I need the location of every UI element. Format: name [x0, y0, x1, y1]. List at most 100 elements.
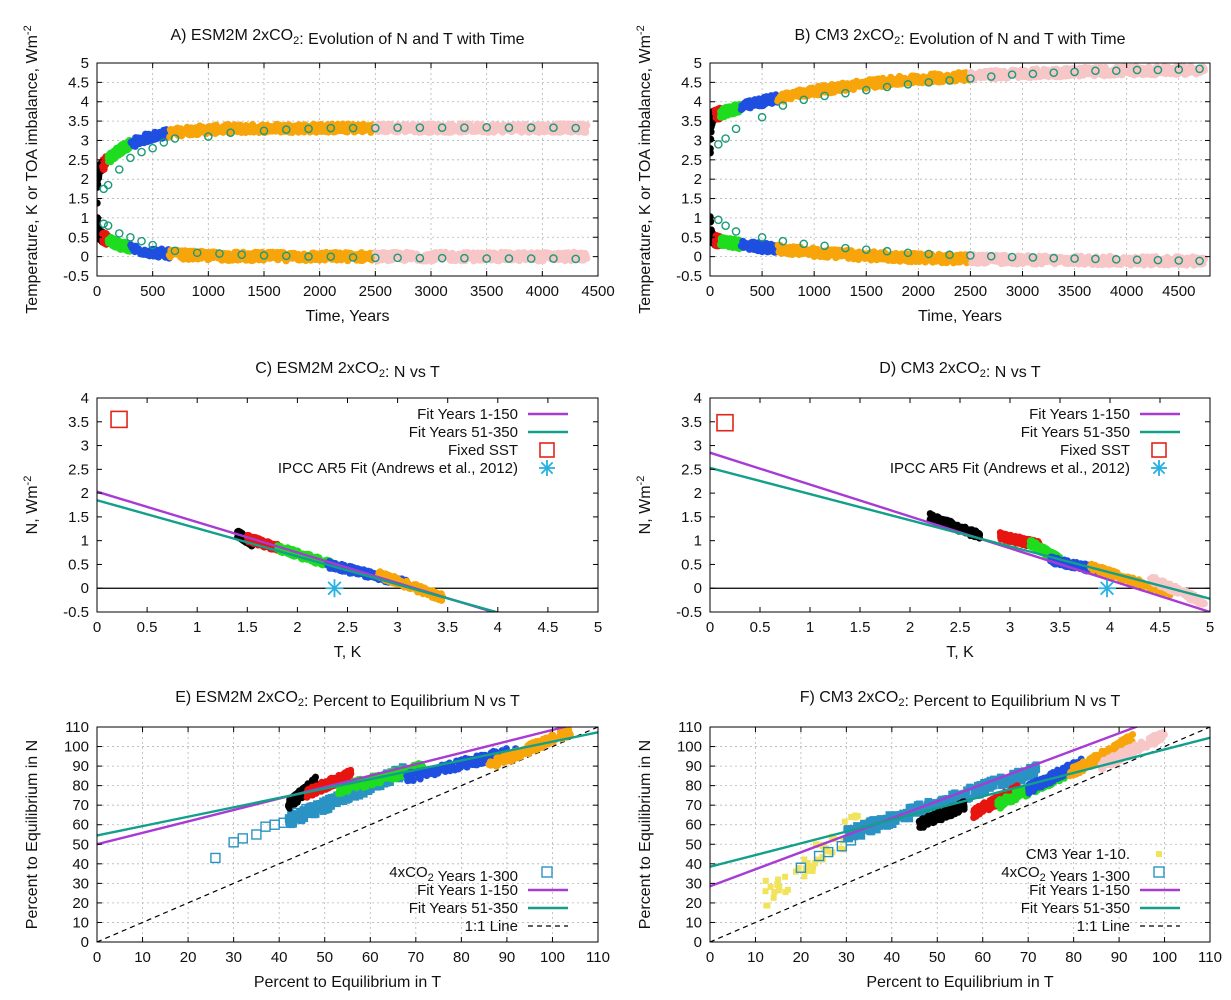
- mean-marker: [1070, 67, 1079, 77]
- mean-marker: [371, 123, 380, 133]
- mean-marker: [170, 246, 180, 256]
- mean-marker: [415, 253, 425, 263]
- y-tick-label: 5: [694, 55, 702, 72]
- mean-marker: [304, 124, 313, 134]
- mean-marker: [204, 132, 213, 141]
- mean-marker: [721, 134, 730, 143]
- mean-marker: [114, 165, 124, 174]
- fit-line: [97, 499, 501, 612]
- temperature-point: [97, 199, 101, 207]
- mean-marker: [1111, 66, 1121, 76]
- mean-marker: [304, 252, 313, 261]
- y-tick-label: 2.5: [68, 152, 89, 169]
- mean-marker: [137, 236, 146, 246]
- temperature-point: [710, 135, 715, 143]
- mean-marker: [945, 250, 954, 259]
- x-tick-label: 3000: [414, 283, 447, 300]
- y-tick-label: 0: [694, 249, 702, 266]
- x-tick-label: 2.5: [337, 619, 358, 636]
- y-tick-label: 1.5: [681, 191, 702, 208]
- mean-marker: [571, 123, 581, 133]
- mean-marker: [482, 122, 491, 132]
- x-axis-label: Time, Years: [306, 308, 390, 325]
- mean-marker: [259, 251, 269, 260]
- mean-marker: [259, 126, 269, 136]
- toa-imbalance-point: [583, 254, 591, 262]
- legend-star: [539, 460, 555, 476]
- mean-marker: [1132, 255, 1142, 265]
- mean-marker: [945, 76, 954, 85]
- mean-marker: [393, 123, 402, 132]
- mean-marker: [966, 74, 975, 83]
- y-tick-label: 4.5: [681, 74, 702, 91]
- mean-marker: [1195, 64, 1204, 74]
- y-tick-label: 4.5: [68, 74, 89, 91]
- fit-line: [97, 490, 498, 612]
- y-tick-label: 0: [81, 580, 89, 597]
- x-tick-label: 2000: [902, 283, 935, 300]
- x-tick-label: 0: [93, 283, 101, 300]
- x-tick-label: 3500: [470, 283, 503, 300]
- mean-marker: [437, 123, 447, 132]
- x-tick-label: 1.5: [237, 619, 258, 636]
- mean-marker: [924, 249, 934, 259]
- legend-square: [539, 442, 555, 458]
- mean-marker: [1153, 255, 1163, 265]
- y-tick-label: 1: [694, 210, 702, 227]
- mean-marker: [882, 82, 892, 92]
- plot-frame: [96, 62, 599, 277]
- x-tick-label: 1500: [247, 283, 280, 300]
- mean-marker: [924, 78, 934, 87]
- mean-marker: [326, 123, 336, 133]
- mean-marker: [1132, 65, 1142, 75]
- mean-marker: [966, 251, 975, 260]
- mean-marker: [903, 248, 913, 258]
- x-tick-label: 4.5: [537, 619, 558, 636]
- legend-label: Fixed SST: [448, 442, 518, 459]
- run-point: [998, 535, 1006, 542]
- mean-marker: [549, 123, 558, 132]
- y-tick-label: 2: [81, 485, 89, 502]
- chart-title: A) ESM2M 2xCO2: Evolution of N and T wit…: [170, 27, 524, 48]
- temperature-point: [582, 128, 590, 136]
- y-tick-label: 0.5: [681, 229, 702, 246]
- x-tick-label: 2000: [303, 283, 336, 300]
- y-tick-label: 1.5: [68, 509, 89, 526]
- x-tick-label: 4500: [1162, 283, 1195, 300]
- mean-marker: [731, 124, 741, 134]
- mean-marker: [714, 215, 723, 225]
- mean-marker: [1028, 69, 1038, 79]
- mean-marker: [731, 227, 741, 236]
- mean-marker: [1091, 66, 1100, 76]
- mean-marker: [504, 123, 514, 132]
- mean-marker: [281, 125, 291, 134]
- mean-marker: [137, 147, 146, 157]
- x-tick-label: 0: [93, 619, 101, 636]
- mean-marker: [903, 80, 913, 89]
- mean-marker: [526, 254, 536, 263]
- y-tick-label: 3: [694, 132, 702, 149]
- mean-marker: [986, 72, 996, 81]
- mean-marker: [1091, 254, 1100, 264]
- x-tick-label: 0: [706, 283, 714, 300]
- mean-marker: [841, 88, 850, 98]
- legend-label: Fit Years 1-150: [417, 406, 518, 423]
- x-tick-label: 4000: [1110, 283, 1143, 300]
- y-tick-label: 1.5: [68, 191, 89, 208]
- mean-marker: [841, 243, 850, 253]
- y-tick-label: -0.5: [676, 268, 702, 285]
- mean-marker: [1174, 256, 1184, 265]
- mean-marker: [757, 232, 767, 242]
- data-points: [710, 63, 1209, 269]
- y-tick-label: 1: [81, 533, 89, 550]
- x-tick-label: 1000: [192, 283, 225, 300]
- y-tick-label: 3.5: [681, 113, 702, 130]
- mean-marker: [861, 85, 871, 95]
- y-tick-label: 2.5: [681, 152, 702, 169]
- mean-marker: [571, 254, 581, 264]
- mean-marker: [103, 221, 113, 230]
- mean-marker: [986, 251, 996, 261]
- run-point: [1021, 540, 1029, 548]
